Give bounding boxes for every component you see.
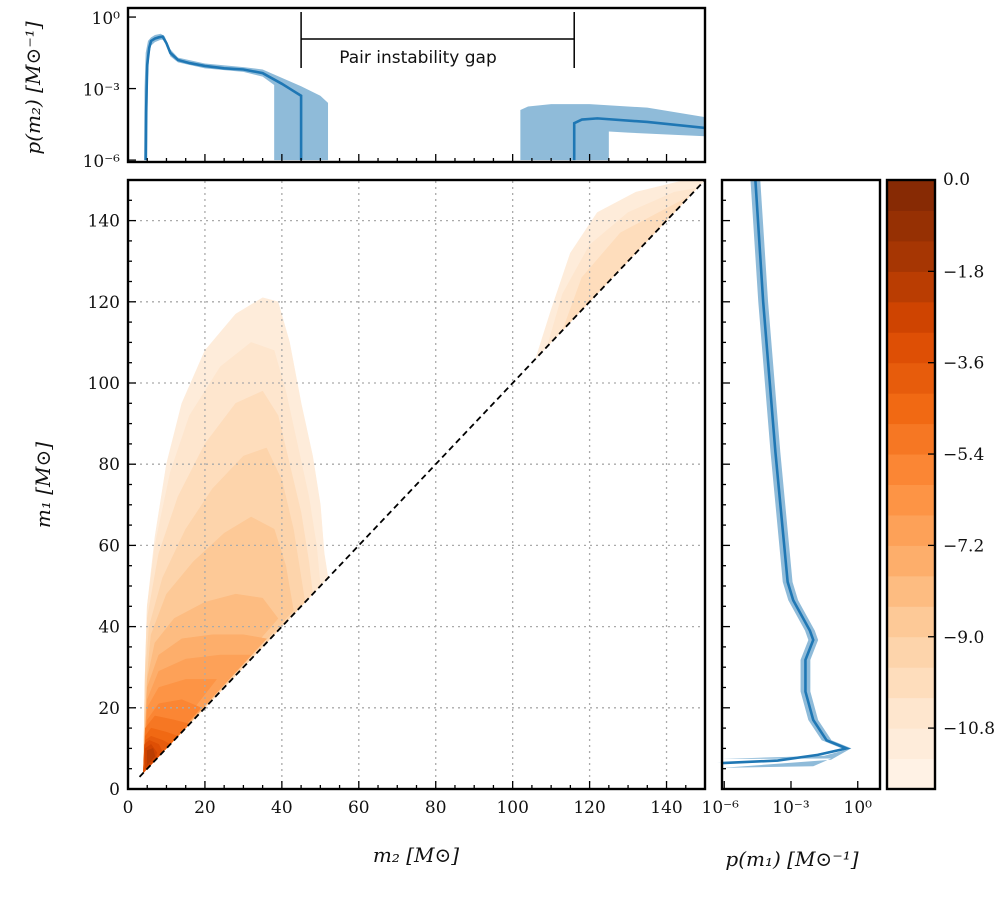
joint-frame [126, 178, 707, 791]
diagonal-line [138, 179, 706, 778]
colorbar-band [887, 514, 935, 546]
colorbar-band [887, 362, 935, 394]
y-tick-label: 40 [98, 618, 120, 638]
joint-panel: 0 20 40 60 80 100 120 140 0 20 40 60 80 100 120 140 [88, 178, 707, 818]
colorbar-frame [885, 178, 937, 791]
x-tick-label: 80 [425, 798, 447, 818]
colorbar-tick-label: −3.6 [943, 354, 984, 374]
colorbar-band [887, 332, 935, 364]
y-tick-label: 80 [98, 455, 120, 475]
x-tick-label: 10⁻⁶ [702, 798, 740, 818]
top-frame [126, 6, 707, 164]
median-line [144, 35, 303, 161]
x-tick-label: 20 [194, 798, 216, 818]
y-tick-label: 10⁰ [92, 9, 121, 29]
colorbar-band [887, 667, 935, 699]
y-tick-label: 60 [98, 536, 120, 556]
x-tick-label: 100 [496, 798, 528, 818]
colorbar-band [887, 728, 935, 760]
colorbar-band [887, 271, 935, 303]
x-tick-label: 0 [123, 798, 134, 818]
colorbar-band [887, 423, 935, 455]
m2-marginal-panel: 10⁰ 10⁻³ 10⁻⁶ [83, 6, 707, 172]
y-tick-label: 140 [88, 212, 120, 232]
colorbar-band [887, 636, 935, 668]
credible-band [717, 180, 852, 764]
credible-band [520, 104, 705, 161]
colorbar-band [887, 240, 935, 272]
colorbar-tick-label: −1.8 [943, 262, 984, 282]
colorbar-band [887, 545, 935, 577]
colorbar-band [887, 393, 935, 425]
y-tick-label: 10⁻³ [83, 81, 120, 101]
colorbar-band [887, 301, 935, 333]
colorbar-band [887, 697, 935, 729]
x-tick-label: 60 [348, 798, 370, 818]
credible-band [144, 33, 329, 161]
median-line [721, 179, 851, 765]
x-tick-label: 10⁰ [844, 798, 873, 818]
y-tick-label: 100 [88, 374, 120, 394]
contour-region [146, 748, 156, 766]
colorbar-band [887, 575, 935, 607]
colorbar-band [887, 210, 935, 242]
x-axis-label: m₂ [M⊙] [373, 843, 459, 867]
colorbar-band [887, 180, 935, 211]
colorbar-band [887, 484, 935, 516]
colorbar-band [887, 758, 935, 790]
x-tick-label: 40 [271, 798, 293, 818]
colorbar-tick-label: 0.0 [943, 170, 970, 190]
colorbar-tick-label: −10.8 [943, 719, 995, 739]
y-axis-label: m₁ [M⊙] [31, 442, 55, 528]
x-tick-label: 140 [650, 798, 682, 818]
m2-marginal-y-label: p(m₂) [M⊙⁻¹] [21, 21, 45, 154]
colorbar-tick-label: −5.4 [943, 445, 984, 465]
colorbar-band [887, 606, 935, 638]
pair-instability-gap-label: Pair instability gap [339, 48, 497, 68]
colorbar: 0.0 −1.8 −3.6 −5.4 −7.2 −9.0 −10.8 [885, 170, 995, 791]
y-tick-label: 120 [88, 293, 120, 313]
median-line [572, 117, 706, 161]
colorbar-tick-label: −7.2 [943, 536, 984, 556]
right-frame [720, 178, 882, 791]
y-tick-label: 10⁻⁶ [83, 152, 121, 172]
colorbar-tick-label: −9.0 [943, 628, 984, 648]
y-tick-label: 0 [109, 780, 120, 800]
colorbar-band [887, 454, 935, 485]
m1-marginal-x-label: p(m₁) [M⊙⁻¹] [725, 847, 858, 871]
x-tick-label: 10⁻³ [772, 798, 809, 818]
x-tick-label: 120 [573, 798, 605, 818]
y-tick-label: 20 [98, 699, 120, 719]
m1-marginal-panel: 10⁻⁶ 10⁻³ 10⁰ [702, 178, 882, 818]
